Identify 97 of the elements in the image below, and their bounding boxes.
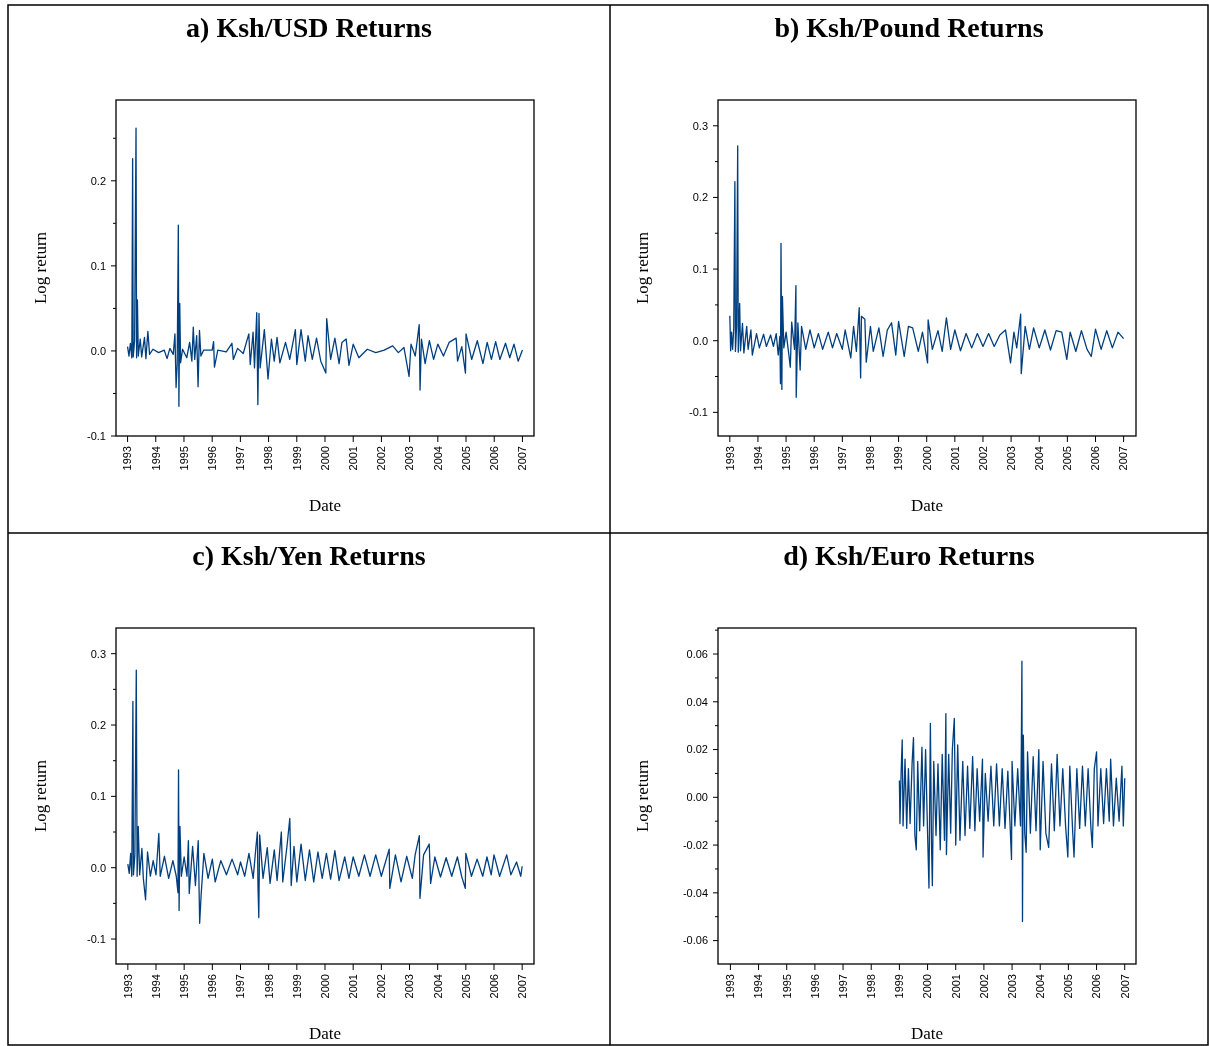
y-tick-label: 0.1 xyxy=(90,259,106,272)
x-tick-label: 2005 xyxy=(1061,446,1074,471)
y-tick-label: -0.1 xyxy=(689,406,708,419)
y-tick-label: -0.04 xyxy=(682,886,708,899)
x-tick-label: 1996 xyxy=(808,446,821,471)
x-axis-title: Date xyxy=(308,1024,342,1043)
x-tick-label: 1994 xyxy=(752,974,765,999)
y-tick-label: -0.06 xyxy=(682,934,708,947)
y-tick-label: 0.2 xyxy=(692,191,708,204)
y-tick-label: 0.0 xyxy=(692,334,708,347)
y-tick-label: 0.00 xyxy=(686,791,708,804)
chart-title: c) Ksh/Yen Returns xyxy=(192,540,426,571)
x-tick-label: 1999 xyxy=(892,446,905,471)
x-tick-label: 1994 xyxy=(751,446,764,471)
x-tick-label: 2007 xyxy=(1118,974,1131,999)
x-tick-label: 1997 xyxy=(836,974,849,999)
chart-title: d) Ksh/Euro Returns xyxy=(783,540,1035,571)
x-tick-label: 1993 xyxy=(724,974,737,999)
x-tick-label: 1998 xyxy=(865,974,878,999)
x-tick-label: 1996 xyxy=(206,974,219,999)
y-tick-label: 0.0 xyxy=(90,344,106,357)
x-tick-label: 1997 xyxy=(234,446,247,471)
x-axis-title: Date xyxy=(910,496,944,515)
line-series xyxy=(126,127,524,407)
y-tick-label: 0.2 xyxy=(90,174,106,187)
x-tick-label: 2004 xyxy=(1034,974,1047,999)
x-tick-label: 1993 xyxy=(121,974,134,999)
chart-title: a) Ksh/USD Returns xyxy=(186,12,432,43)
x-tick-label: 2007 xyxy=(516,974,529,999)
x-tick-label: 2002 xyxy=(976,446,989,471)
y-tick-label: 0.04 xyxy=(686,695,708,708)
x-tick-label: 2006 xyxy=(488,446,501,471)
x-tick-label: 1993 xyxy=(723,446,736,471)
x-tick-label: 2007 xyxy=(1117,446,1130,471)
x-axis-title: Date xyxy=(910,1024,944,1043)
x-tick-label: 2006 xyxy=(1089,446,1102,471)
x-tick-label: 1993 xyxy=(121,446,134,471)
x-tick-label: 2007 xyxy=(516,446,529,471)
x-tick-label: 2002 xyxy=(977,974,990,999)
chart-title: b) Ksh/Pound Returns xyxy=(774,12,1044,43)
x-tick-label: 2006 xyxy=(487,974,500,999)
x-tick-label: 2002 xyxy=(375,974,388,999)
x-tick-label: 2000 xyxy=(921,974,934,999)
x-tick-label: 2001 xyxy=(948,446,961,471)
y-axis-title: Log return xyxy=(633,759,652,833)
line-series xyxy=(898,660,1126,923)
x-tick-label: 1997 xyxy=(234,974,247,999)
x-tick-label: 2005 xyxy=(459,446,472,471)
x-tick-label: 2005 xyxy=(459,974,472,999)
x-tick-label: 2000 xyxy=(920,446,933,471)
x-tick-label: 1997 xyxy=(836,446,849,471)
x-tick-label: 2000 xyxy=(318,446,331,471)
x-tick-label: 1998 xyxy=(262,446,275,471)
x-tick-label: 1994 xyxy=(149,446,162,471)
y-tick-label: -0.1 xyxy=(87,932,106,945)
y-axis-title: Log return xyxy=(633,231,652,305)
x-tick-label: 1999 xyxy=(893,974,906,999)
y-tick-label: -0.1 xyxy=(87,429,106,442)
y-tick-label: 0.02 xyxy=(686,743,708,756)
y-axis-title: Log return xyxy=(31,231,50,305)
x-tick-label: 1999 xyxy=(290,974,303,999)
x-tick-label: 2004 xyxy=(431,974,444,999)
y-tick-label: -0.02 xyxy=(682,838,708,851)
x-tick-label: 2001 xyxy=(347,446,360,471)
x-tick-label: 2003 xyxy=(403,446,416,471)
x-tick-label: 1999 xyxy=(290,446,303,471)
y-axis-title: Log return xyxy=(31,759,50,833)
y-tick-label: 0.3 xyxy=(90,647,106,660)
x-tick-label: 2006 xyxy=(1090,974,1103,999)
x-tick-label: 1995 xyxy=(178,974,191,999)
x-tick-label: 1996 xyxy=(206,446,219,471)
x-tick-label: 2002 xyxy=(375,446,388,471)
y-tick-label: 0.1 xyxy=(90,790,106,803)
y-tick-label: 0.06 xyxy=(686,647,708,660)
x-tick-label: 1995 xyxy=(177,446,190,471)
x-tick-label: 1998 xyxy=(262,974,275,999)
x-tick-label: 1995 xyxy=(780,974,793,999)
x-tick-label: 2001 xyxy=(949,974,962,999)
y-tick-label: 0.0 xyxy=(90,861,106,874)
x-tick-label: 1995 xyxy=(779,446,792,471)
line-series xyxy=(729,145,1125,398)
x-axis-title: Date xyxy=(308,496,342,515)
x-tick-label: 2004 xyxy=(1033,446,1046,471)
x-tick-label: 2000 xyxy=(318,974,331,999)
x-tick-label: 2001 xyxy=(347,974,360,999)
x-tick-label: 1998 xyxy=(864,446,877,471)
x-tick-label: 1996 xyxy=(808,974,821,999)
line-series xyxy=(127,669,523,924)
y-tick-label: 0.2 xyxy=(90,718,106,731)
x-tick-label: 2004 xyxy=(431,446,444,471)
x-tick-label: 2005 xyxy=(1062,974,1075,999)
x-tick-label: 1994 xyxy=(149,974,162,999)
y-tick-label: 0.1 xyxy=(692,262,708,275)
x-tick-label: 2003 xyxy=(1004,446,1017,471)
x-tick-label: 2003 xyxy=(403,974,416,999)
x-tick-label: 2003 xyxy=(1005,974,1018,999)
y-tick-label: 0.3 xyxy=(692,119,708,132)
